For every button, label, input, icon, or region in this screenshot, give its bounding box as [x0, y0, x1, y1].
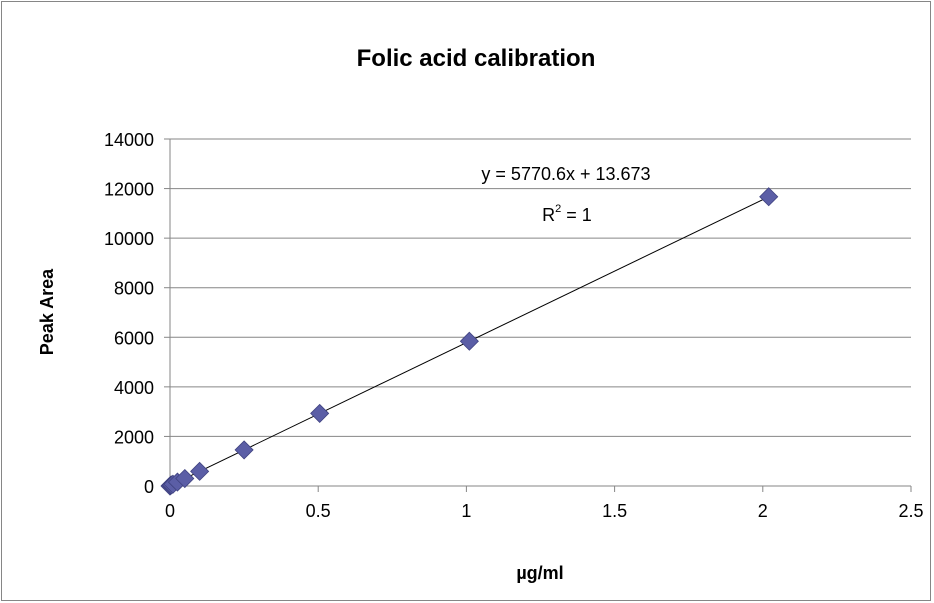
x-tick-label: 0.5: [306, 501, 331, 521]
data-point: [459, 331, 479, 351]
data-points: [160, 187, 779, 496]
y-tick-label: 12000: [104, 180, 154, 200]
data-point: [190, 461, 210, 481]
x-tick-label: 1.5: [602, 501, 627, 521]
trendline-equation: y = 5770.6x + 13.673: [481, 164, 650, 184]
y-tick-label: 2000: [114, 427, 154, 447]
x-tick-label: 0: [165, 501, 175, 521]
x-tick-label: 1: [461, 501, 471, 521]
data-point: [175, 468, 195, 489]
x-tick-label: 2.5: [898, 501, 923, 521]
data-point: [310, 403, 330, 423]
r-squared-label: R2 = 1: [542, 203, 592, 225]
y-tick-label: 10000: [104, 229, 154, 249]
y-tick-label: 6000: [114, 328, 154, 348]
data-point: [759, 187, 779, 207]
axes: [164, 138, 912, 492]
r-squared-value: = 1: [561, 205, 592, 225]
gridlines: [170, 138, 911, 437]
y-tick-label: 4000: [114, 378, 154, 398]
y-tick-labels: 0 2000 4000 6000 8000 10000 12000 14000: [104, 130, 154, 497]
r-squared-exponent: 2: [555, 203, 561, 215]
r-squared-prefix: R: [542, 205, 555, 225]
y-tick-label: 8000: [114, 279, 154, 299]
x-tick-labels: 0 0.5 1 1.5 2 2.5: [165, 501, 924, 521]
y-axis-title: Peak Area: [37, 268, 57, 355]
y-tick-label: 0: [144, 477, 154, 497]
y-tick-label: 14000: [104, 130, 154, 150]
x-tick-label: 2: [758, 501, 768, 521]
x-axis-title: µg/ml: [516, 563, 563, 583]
chart-title: Folic acid calibration: [357, 45, 596, 72]
data-point: [234, 440, 254, 460]
